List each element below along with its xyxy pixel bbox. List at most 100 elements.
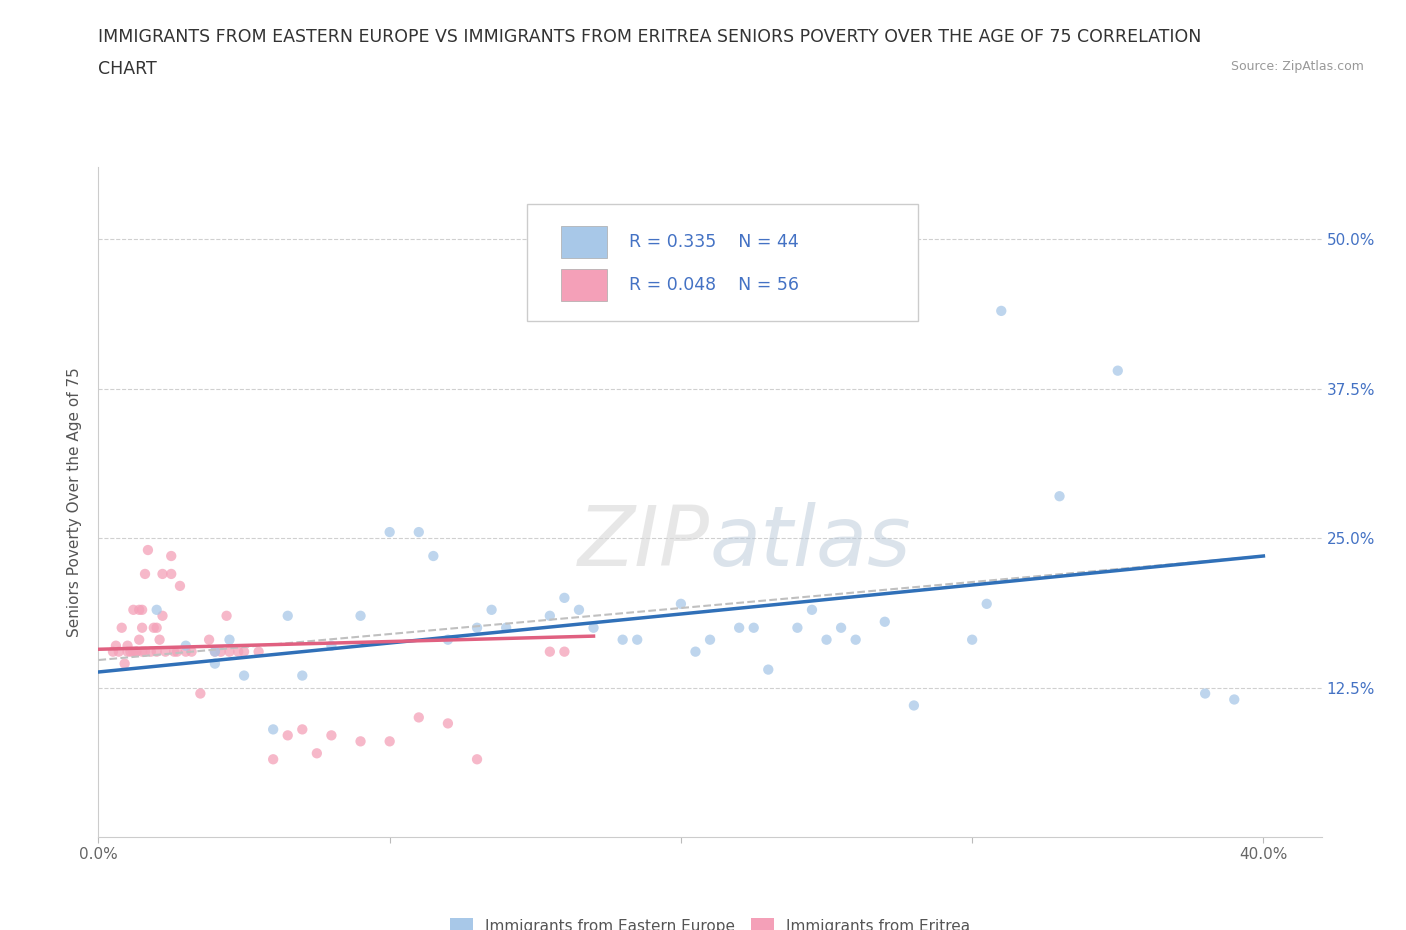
Point bbox=[204, 644, 226, 659]
Point bbox=[262, 722, 284, 737]
Point bbox=[125, 644, 148, 659]
Point bbox=[669, 596, 692, 611]
Point bbox=[155, 644, 177, 659]
Point bbox=[960, 632, 983, 647]
Point bbox=[626, 632, 648, 647]
Point bbox=[903, 698, 925, 713]
Point bbox=[262, 751, 284, 766]
Point bbox=[198, 632, 221, 647]
Point bbox=[233, 644, 256, 659]
Point bbox=[120, 644, 142, 659]
Point bbox=[131, 644, 153, 659]
Point bbox=[128, 603, 150, 618]
Point bbox=[437, 716, 460, 731]
FancyBboxPatch shape bbox=[561, 269, 607, 301]
Text: R = 0.048    N = 56: R = 0.048 N = 56 bbox=[630, 276, 799, 294]
Point bbox=[801, 603, 824, 618]
Point bbox=[277, 608, 299, 623]
Text: atlas: atlas bbox=[710, 502, 911, 583]
Point bbox=[990, 303, 1012, 318]
Point bbox=[145, 644, 167, 659]
Point bbox=[134, 644, 156, 659]
Point bbox=[495, 620, 517, 635]
Point bbox=[408, 710, 430, 724]
Point bbox=[204, 644, 226, 659]
Point bbox=[305, 746, 328, 761]
Point bbox=[291, 722, 314, 737]
Point bbox=[180, 644, 202, 659]
Point bbox=[465, 751, 488, 766]
Point bbox=[145, 603, 167, 618]
Point bbox=[481, 603, 503, 618]
Point bbox=[291, 668, 314, 683]
Legend: Immigrants from Eastern Europe, Immigrants from Eritrea: Immigrants from Eastern Europe, Immigran… bbox=[444, 911, 976, 930]
Point bbox=[728, 620, 751, 635]
Point bbox=[114, 657, 136, 671]
Point bbox=[169, 578, 191, 593]
Point bbox=[437, 632, 460, 647]
Point bbox=[122, 644, 145, 659]
Point bbox=[152, 566, 174, 581]
Point bbox=[139, 644, 162, 659]
Point bbox=[163, 644, 186, 659]
Point bbox=[226, 644, 249, 659]
Point bbox=[166, 644, 188, 659]
Point bbox=[233, 668, 256, 683]
Point bbox=[117, 644, 139, 659]
Text: CHART: CHART bbox=[98, 60, 157, 78]
Point bbox=[1107, 364, 1129, 379]
Point bbox=[128, 632, 150, 647]
FancyBboxPatch shape bbox=[561, 226, 607, 258]
Point bbox=[145, 620, 167, 635]
Point bbox=[160, 549, 183, 564]
Point bbox=[538, 608, 561, 623]
Point bbox=[408, 525, 430, 539]
Point bbox=[830, 620, 852, 635]
Point bbox=[149, 632, 172, 647]
Point bbox=[685, 644, 707, 659]
Point bbox=[125, 644, 148, 659]
Point bbox=[742, 620, 765, 635]
Point bbox=[209, 644, 232, 659]
Point bbox=[321, 638, 343, 653]
Point bbox=[845, 632, 868, 647]
FancyBboxPatch shape bbox=[526, 205, 918, 322]
Point bbox=[1223, 692, 1246, 707]
Point bbox=[465, 620, 488, 635]
Y-axis label: Seniors Poverty Over the Age of 75: Seniors Poverty Over the Age of 75 bbox=[67, 367, 83, 637]
Point bbox=[1194, 686, 1216, 701]
Point bbox=[422, 549, 444, 564]
Point bbox=[101, 644, 124, 659]
Point bbox=[349, 734, 371, 749]
Text: R = 0.335    N = 44: R = 0.335 N = 44 bbox=[630, 232, 799, 251]
Point bbox=[160, 566, 183, 581]
Point bbox=[582, 620, 605, 635]
Point bbox=[349, 608, 371, 623]
Point bbox=[378, 525, 401, 539]
Point bbox=[131, 603, 153, 618]
Point bbox=[538, 644, 561, 659]
Point bbox=[174, 638, 197, 653]
Point bbox=[152, 608, 174, 623]
Point bbox=[117, 638, 139, 653]
Point bbox=[699, 632, 721, 647]
Point bbox=[122, 603, 145, 618]
Point bbox=[131, 620, 153, 635]
Point bbox=[136, 542, 159, 557]
Point bbox=[553, 644, 575, 659]
Point bbox=[756, 662, 779, 677]
Point bbox=[815, 632, 838, 647]
Point bbox=[277, 728, 299, 743]
Point bbox=[321, 728, 343, 743]
Text: ZIP: ZIP bbox=[578, 502, 710, 583]
Point bbox=[218, 632, 240, 647]
Point bbox=[873, 615, 896, 630]
Text: IMMIGRANTS FROM EASTERN EUROPE VS IMMIGRANTS FROM ERITREA SENIORS POVERTY OVER T: IMMIGRANTS FROM EASTERN EUROPE VS IMMIGR… bbox=[98, 28, 1202, 46]
Point bbox=[108, 644, 131, 659]
Point bbox=[378, 734, 401, 749]
Point bbox=[553, 591, 575, 605]
Point bbox=[204, 657, 226, 671]
Point bbox=[134, 566, 156, 581]
Text: Source: ZipAtlas.com: Source: ZipAtlas.com bbox=[1230, 60, 1364, 73]
Point bbox=[976, 596, 998, 611]
